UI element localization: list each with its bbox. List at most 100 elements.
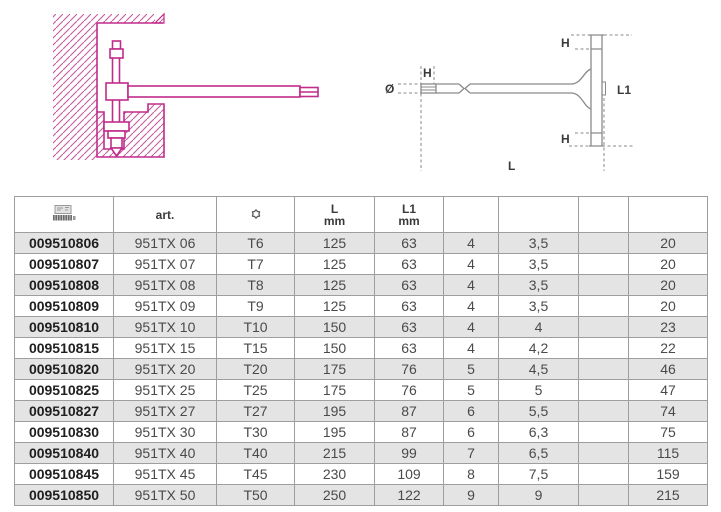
wall-corner-application-drawing bbox=[53, 12, 319, 160]
cell-art: 951TX 09 bbox=[113, 295, 217, 317]
cell-col8 bbox=[578, 232, 629, 254]
cell-col8 bbox=[578, 400, 629, 422]
cell-code: 009510830 bbox=[14, 421, 114, 443]
table-row: 009510845 951TX 45 T45 230 109 8 7,5 159 bbox=[14, 463, 708, 485]
cell-l1-mm: 63 bbox=[374, 316, 444, 338]
cell-art: 951TX 10 bbox=[113, 316, 217, 338]
header-col8 bbox=[578, 196, 629, 233]
cell-col8 bbox=[578, 421, 629, 443]
h-tip-label: H bbox=[423, 66, 432, 80]
header-l-line1: L bbox=[330, 201, 339, 216]
cell-col8 bbox=[578, 253, 629, 275]
cell-l1-mm: 109 bbox=[374, 463, 444, 485]
header-l1-line1: L1 bbox=[401, 201, 416, 216]
cell-size: T10 bbox=[216, 316, 295, 338]
cell-l-mm: 215 bbox=[294, 442, 375, 464]
cell-l1-mm: 63 bbox=[374, 232, 444, 254]
header-col7 bbox=[498, 196, 579, 233]
cell-art: 951TX 25 bbox=[113, 379, 217, 401]
cell-col7: 4,2 bbox=[498, 337, 579, 359]
cell-art: 951TX 30 bbox=[113, 421, 217, 443]
spec-table-body: 009510806 951TX 06 T6 125 63 4 3,5 20 009510807 9… bbox=[14, 232, 708, 506]
cell-col9: 23 bbox=[628, 316, 708, 338]
cell-code: 009510845 bbox=[14, 463, 114, 485]
cell-col7: 9 bbox=[498, 484, 579, 506]
cell-col7: 3,5 bbox=[498, 274, 579, 296]
cell-l-mm: 125 bbox=[294, 295, 375, 317]
cell-col9: 75 bbox=[628, 421, 708, 443]
cell-col8 bbox=[578, 484, 629, 506]
cell-col9: 20 bbox=[628, 274, 708, 296]
table-row: 009510810 951TX 10 T10 150 63 4 4 23 bbox=[14, 316, 708, 338]
cell-size: T7 bbox=[216, 253, 295, 275]
cell-art: 951TX 45 bbox=[113, 463, 217, 485]
cell-col8 bbox=[578, 316, 629, 338]
cell-col8 bbox=[578, 379, 629, 401]
t-handle-dimension-drawing: Ø H H H L1 L bbox=[385, 34, 634, 173]
cell-col9: 20 bbox=[628, 253, 708, 275]
h-top-label: H bbox=[561, 36, 570, 50]
l1-label: L1 bbox=[617, 83, 631, 97]
cell-size: T25 bbox=[216, 379, 295, 401]
cell-col8 bbox=[578, 295, 629, 317]
cell-col8 bbox=[578, 274, 629, 296]
cell-l-mm: 150 bbox=[294, 337, 375, 359]
header-l1-line2: mm bbox=[398, 213, 420, 228]
cell-size: T30 bbox=[216, 421, 295, 443]
h-bottom-label: H bbox=[561, 132, 570, 146]
cell-code: 009510809 bbox=[14, 295, 114, 317]
cell-art: 951TX 50 bbox=[113, 484, 217, 506]
cell-col6: 4 bbox=[443, 253, 499, 275]
header-code bbox=[14, 196, 114, 233]
cell-col9: 215 bbox=[628, 484, 708, 506]
cell-l1-mm: 87 bbox=[374, 421, 444, 443]
cell-col6: 4 bbox=[443, 337, 499, 359]
cell-col8 bbox=[578, 337, 629, 359]
cell-code: 009510825 bbox=[14, 379, 114, 401]
cell-l1-mm: 87 bbox=[374, 400, 444, 422]
cell-col6: 4 bbox=[443, 295, 499, 317]
header-l-line2: mm bbox=[323, 213, 346, 228]
cell-art: 951TX 15 bbox=[113, 337, 217, 359]
spec-table: art. L mm L1 mm bbox=[14, 196, 708, 506]
cell-col6: 9 bbox=[443, 484, 499, 506]
cell-col6: 4 bbox=[443, 232, 499, 254]
cell-art: 951TX 40 bbox=[113, 442, 217, 464]
cell-l1-mm: 122 bbox=[374, 484, 444, 506]
cell-art: 951TX 06 bbox=[113, 232, 217, 254]
cell-art: 951TX 07 bbox=[113, 253, 217, 275]
cell-size: T6 bbox=[216, 232, 295, 254]
cell-col9: 159 bbox=[628, 463, 708, 485]
cell-col6: 6 bbox=[443, 400, 499, 422]
cell-col7: 3,5 bbox=[498, 232, 579, 254]
header-col6 bbox=[443, 196, 499, 233]
table-row: 009510815 951TX 15 T15 150 63 4 4,2 22 bbox=[14, 337, 708, 359]
cell-size: T15 bbox=[216, 337, 295, 359]
cell-size: T20 bbox=[216, 358, 295, 380]
cell-col6: 6 bbox=[443, 421, 499, 443]
cell-col9: 22 bbox=[628, 337, 708, 359]
cell-size: T27 bbox=[216, 400, 295, 422]
cell-col7: 5 bbox=[498, 379, 579, 401]
cell-col9: 74 bbox=[628, 400, 708, 422]
cell-col9: 46 bbox=[628, 358, 708, 380]
cell-l1-mm: 76 bbox=[374, 358, 444, 380]
cell-size: T8 bbox=[216, 274, 295, 296]
table-row: 009510850 951TX 50 T50 250 122 9 9 215 bbox=[14, 484, 708, 506]
table-row: 009510820 951TX 20 T20 175 76 5 4,5 46 bbox=[14, 358, 708, 380]
cell-col8 bbox=[578, 442, 629, 464]
technical-drawings: Ø H H H L1 L bbox=[53, 12, 634, 173]
cell-code: 009510850 bbox=[14, 484, 114, 506]
table-row: 009510840 951TX 40 T40 215 99 7 6,5 115 bbox=[14, 442, 708, 464]
table-row: 009510808 951TX 08 T8 125 63 4 3,5 20 bbox=[14, 274, 708, 296]
cell-code: 009510840 bbox=[14, 442, 114, 464]
table-row: 009510809 951TX 09 T9 125 63 4 3,5 20 bbox=[14, 295, 708, 317]
cell-l1-mm: 63 bbox=[374, 274, 444, 296]
cell-col6: 8 bbox=[443, 463, 499, 485]
cell-col9: 47 bbox=[628, 379, 708, 401]
cell-col7: 3,5 bbox=[498, 253, 579, 275]
diameter-label: Ø bbox=[385, 82, 394, 96]
cell-col7: 4,5 bbox=[498, 358, 579, 380]
cell-art: 951TX 27 bbox=[113, 400, 217, 422]
